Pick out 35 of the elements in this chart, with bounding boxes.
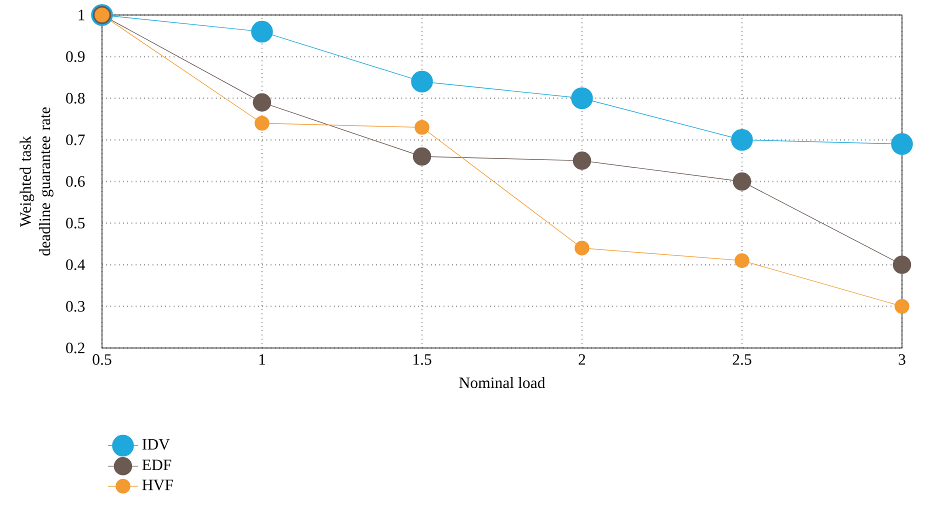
y-axis-title: Weighted task deadline guarantee rate xyxy=(20,107,54,256)
x-tick-label: 2 xyxy=(578,354,586,365)
point xyxy=(412,147,432,166)
x-tick-label: 1 xyxy=(259,354,266,365)
x-axis-title: Nominal load xyxy=(459,377,546,388)
legend-label: EDF xyxy=(142,460,172,470)
x-tick-label: 3 xyxy=(898,354,906,365)
point xyxy=(894,298,910,314)
y-tick-label: 0.3 xyxy=(66,300,85,312)
point xyxy=(574,240,590,256)
point xyxy=(572,152,592,170)
point xyxy=(414,120,430,135)
legend-label: HVF xyxy=(142,480,173,490)
y-tick-label: 0.7 xyxy=(66,134,85,146)
point xyxy=(252,93,272,112)
y-tick-label: 0.9 xyxy=(66,51,85,62)
y-tick-label: 0.5 xyxy=(66,218,85,228)
point xyxy=(732,172,752,191)
point xyxy=(892,256,912,274)
y-tick-label: 1 xyxy=(78,10,84,20)
point xyxy=(731,128,753,151)
y-tick-label: 0.8 xyxy=(66,92,85,104)
point xyxy=(891,133,913,155)
legend-label: IDV xyxy=(142,439,170,450)
point xyxy=(734,253,750,268)
y-tick-label: 0.6 xyxy=(66,176,85,187)
x-tick-label: 2.5 xyxy=(732,354,752,365)
y-tick-label: 0.4 xyxy=(66,259,86,270)
point xyxy=(411,70,433,92)
point xyxy=(571,87,593,110)
point xyxy=(251,20,273,43)
x-tick-label: 0.5 xyxy=(92,354,112,365)
point xyxy=(254,116,270,131)
y-tick-label: 0.2 xyxy=(66,342,84,354)
x-tick-label: 1.5 xyxy=(413,354,432,365)
